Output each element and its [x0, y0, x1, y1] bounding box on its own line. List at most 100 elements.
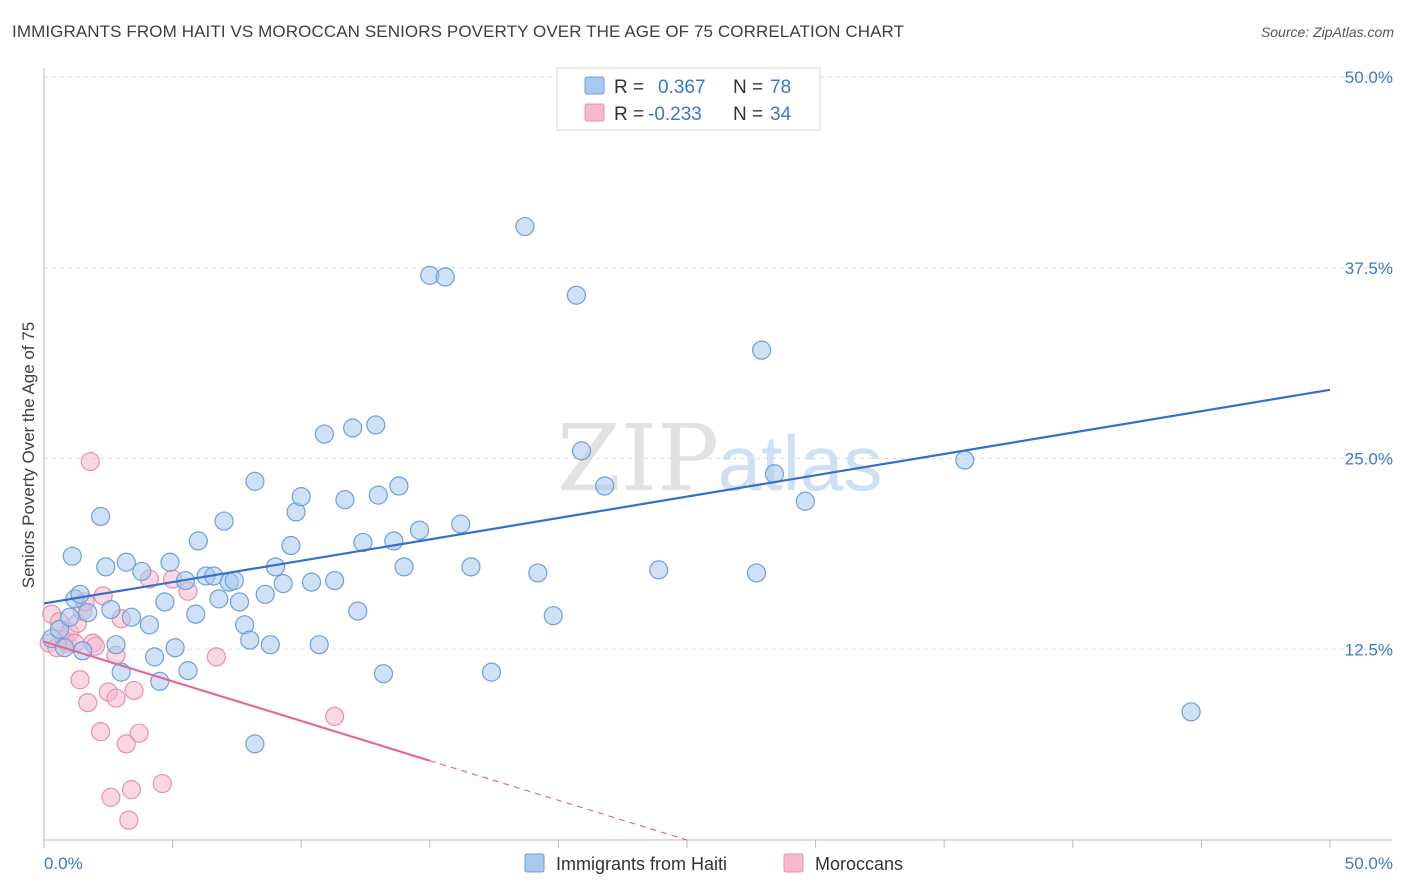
haiti-point [96, 557, 116, 577]
haiti-point [373, 664, 394, 684]
legend-swatch-haiti [584, 76, 605, 95]
bottom-legend-label-moroccans: Moroccans [815, 854, 903, 874]
bottom-legend-swatch-haiti [524, 853, 545, 873]
legend-r-label: R = [614, 77, 644, 98]
legend-swatch-moroccans [584, 103, 605, 122]
moroccans-trend-extension [429, 760, 688, 841]
haiti-point [291, 487, 311, 507]
bottom-legend-label-haiti: Immigrants from Haiti [556, 854, 727, 874]
haiti-point [188, 531, 208, 551]
haiti-point [155, 592, 175, 612]
haiti-point [240, 630, 260, 650]
moroccan-point [152, 773, 172, 794]
haiti-point [62, 546, 82, 566]
moroccan-point [106, 688, 126, 708]
haiti-point [301, 572, 322, 592]
haiti-point [366, 415, 386, 435]
haiti-point [325, 570, 345, 591]
moroccan-point [101, 787, 121, 807]
haiti-point [343, 418, 363, 438]
moroccan-point [80, 451, 100, 472]
haiti-point [595, 476, 615, 496]
haiti-point [435, 267, 455, 287]
trend-lines [43, 388, 1331, 841]
y-tick-label: 12.5% [1345, 640, 1393, 659]
moroccan-point [70, 670, 90, 690]
y-tick-labels: 12.5% 25.0% 37.5% 50.0% [1345, 68, 1393, 659]
grid [44, 76, 1392, 650]
haiti-point [245, 734, 265, 754]
haiti-point [795, 491, 815, 511]
chart-title: IMMIGRANTS FROM HAITI VS MOROCCAN SENIOR… [12, 22, 905, 41]
axes [43, 68, 1392, 848]
moroccan-point [129, 723, 149, 743]
haiti-point [309, 635, 329, 655]
source-label: Source: ZipAtlas.com [1260, 24, 1394, 40]
moroccan-point [78, 693, 98, 713]
haiti-point [224, 570, 244, 591]
haiti-point [1181, 702, 1201, 722]
haiti-trend-line [43, 388, 1331, 605]
haiti-point [101, 599, 121, 620]
bottom-legend: Immigrants from Haiti Moroccans [524, 853, 903, 874]
haiti-point [955, 450, 975, 470]
haiti-point [481, 662, 502, 682]
haiti-point [121, 607, 142, 627]
haiti-point [314, 424, 334, 444]
haiti-point [132, 561, 152, 582]
haiti-point [281, 535, 301, 556]
y-axis-label: Seniors Poverty Over the Age of 75 [19, 322, 38, 588]
moroccan-point [90, 722, 111, 742]
haiti-point [139, 615, 160, 635]
haiti-point [90, 506, 111, 527]
haiti-point [368, 485, 388, 505]
haiti-point [160, 552, 180, 572]
y-tick-label: 37.5% [1345, 259, 1393, 278]
haiti-point [255, 584, 275, 604]
haiti-point [49, 619, 70, 640]
haiti-point [186, 604, 206, 624]
x-tick-label-min: 0.0% [44, 854, 83, 873]
legend: R = 0.367 N = 78 R = -0.233 N = 34 [556, 67, 821, 131]
haiti-point [566, 285, 587, 305]
moroccans-trend-line [43, 640, 431, 762]
haiti-point [214, 511, 234, 531]
haiti-point [106, 635, 126, 655]
moroccan-point [124, 680, 144, 701]
moroccan-point [325, 706, 345, 726]
haiti-point [78, 603, 98, 623]
haiti-point [543, 606, 563, 626]
moroccan-point [121, 780, 142, 800]
legend-r-label: R = [614, 104, 644, 125]
legend-n-value: 34 [770, 104, 792, 125]
haiti-point [751, 340, 772, 360]
haiti-point [165, 638, 185, 658]
haiti-point [178, 661, 198, 681]
haiti-point [116, 552, 136, 572]
haiti-point [528, 563, 548, 583]
y-tick-label: 50.0% [1345, 68, 1393, 87]
haiti-point [70, 584, 90, 604]
legend-n-label: N = [733, 104, 763, 125]
haiti-point [649, 560, 669, 580]
haiti-point [229, 592, 250, 612]
haiti-point [144, 647, 165, 667]
haiti-point [389, 476, 409, 496]
haiti-point [409, 520, 430, 540]
moroccan-point [119, 810, 139, 830]
legend-n-value: 78 [770, 77, 791, 98]
moroccan-point [116, 734, 136, 754]
haiti-point [746, 563, 767, 583]
watermark-atlas: atlas [718, 419, 883, 507]
haiti-point [260, 635, 280, 655]
haiti-point [245, 471, 265, 491]
moroccan-point [206, 647, 226, 667]
haiti-point [209, 589, 229, 609]
legend-r-value: 0.367 [658, 77, 706, 98]
haiti-point [335, 490, 355, 510]
haiti-point [273, 574, 293, 594]
x-tick-label-max: 50.0% [1345, 854, 1393, 873]
y-tick-label: 25.0% [1345, 450, 1393, 469]
haiti-point [451, 514, 471, 534]
